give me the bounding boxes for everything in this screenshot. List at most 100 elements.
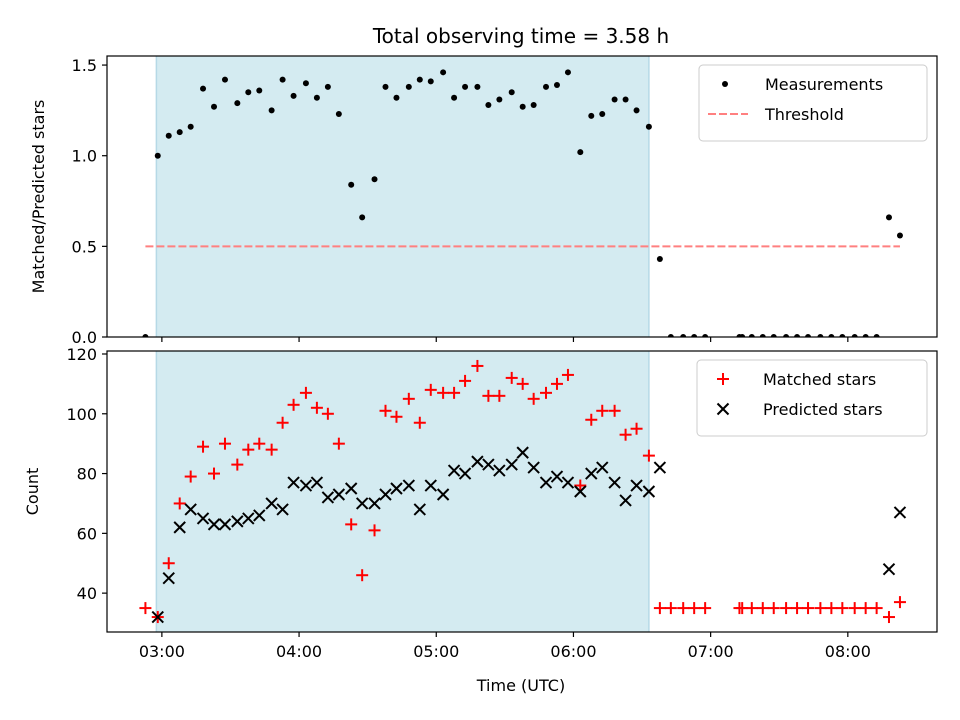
- axes-frame: [106, 55, 938, 338]
- matched-star-point: [540, 386, 553, 399]
- matched-star-point: [516, 377, 529, 390]
- measurement-point: [599, 111, 606, 118]
- plot-area: [142, 69, 903, 337]
- matched-star-point: [699, 602, 712, 615]
- measurement-point: [828, 334, 835, 337]
- predicted-star-point: [608, 476, 621, 489]
- predicted-star-point: [893, 506, 907, 519]
- matched-star-point: [356, 569, 369, 582]
- predicted-star-point: [630, 479, 643, 492]
- predicted-star-point: [436, 488, 450, 501]
- matched-star-point: [767, 602, 780, 615]
- matched-star-point: [471, 359, 484, 372]
- predicted-star-point: [527, 461, 540, 474]
- legend-box: [698, 64, 928, 142]
- predicted-star-point: [253, 509, 266, 522]
- predicted-star-point: [310, 476, 324, 489]
- matched-star-point: [527, 392, 540, 405]
- matched-star-point: [310, 401, 323, 414]
- measurement-point: [588, 112, 595, 119]
- measurement-point: [530, 101, 537, 108]
- matched-star-point: [390, 410, 403, 423]
- measurement-point: [165, 132, 172, 139]
- legend-label: Threshold: [764, 105, 844, 124]
- measurement-point: [519, 103, 526, 110]
- measurement-point: [783, 334, 790, 337]
- measurement-point: [739, 334, 746, 337]
- measurement-point: [234, 100, 241, 107]
- predicted-star-point: [265, 497, 278, 510]
- y-tick-label: 60: [77, 524, 97, 543]
- measurement-point: [496, 96, 503, 103]
- top-panel: 0.0 0.5 1.0 1.5 Matched/Predicted stars Measu…: [29, 55, 938, 347]
- y-axis-title: Matched/Predicted stars: [29, 100, 48, 294]
- x-tick-label: 04:00: [276, 642, 322, 661]
- predicted-star-point: [402, 479, 416, 492]
- matched-star-point: [139, 602, 152, 615]
- matched-star-point: [870, 602, 883, 615]
- y-tick-label: 40: [77, 584, 97, 603]
- matched-star-point: [505, 371, 518, 384]
- matched-star-point: [402, 392, 415, 405]
- matched-star-point: [173, 497, 186, 510]
- matched-star-point: [756, 602, 769, 615]
- matched-star-point: [437, 386, 450, 399]
- measurement-point: [564, 69, 571, 76]
- matched-star-point: [619, 428, 632, 441]
- predicted-star-point: [493, 464, 506, 477]
- y-tick-label: 1.0: [72, 147, 97, 166]
- observing-window-shade: [156, 56, 649, 337]
- matched-star-point: [688, 602, 701, 615]
- measurement-point: [348, 181, 355, 188]
- measurement-point: [382, 83, 389, 90]
- measurement-point: [279, 76, 286, 83]
- legend-box: [696, 359, 928, 437]
- measurement-point: [359, 214, 366, 221]
- predicted-star-point: [642, 485, 656, 498]
- predicted-star-point: [344, 482, 358, 495]
- predicted-star-point: [390, 482, 403, 495]
- measurement-point: [873, 334, 880, 337]
- predicted-star-point: [505, 458, 518, 471]
- measurement-point: [485, 101, 492, 108]
- predicted-star-point: [379, 488, 392, 501]
- measurement-point: [393, 94, 400, 101]
- measurement-point: [667, 334, 674, 337]
- predicted-star-point: [355, 497, 369, 510]
- predicted-star-point: [276, 503, 289, 516]
- predicted-star-point: [151, 610, 164, 624]
- matched-star-point: [265, 443, 278, 456]
- matched-star-point: [780, 602, 793, 615]
- predicted-star-point: [574, 485, 587, 498]
- measurement-point: [462, 83, 469, 90]
- measurement-point: [187, 123, 194, 130]
- matched-star-point: [231, 458, 244, 471]
- predicted-star-point: [596, 461, 609, 474]
- predicted-star-point: [242, 512, 255, 525]
- predicted-star-point: [619, 494, 632, 507]
- predicted-star-point: [299, 479, 313, 492]
- measurement-point: [794, 334, 801, 337]
- matched-star-point: [585, 413, 598, 426]
- predicted-star-point: [458, 467, 472, 480]
- measurement-point: [748, 334, 755, 337]
- y-tick-label: 0.0: [72, 328, 97, 347]
- predicted-star-point: [516, 446, 529, 459]
- bottom-panel: 03:00 04:00 05:00 06:00 07:00 08:00 40 60 80 100 1…: [23, 345, 938, 661]
- measurement-point: [211, 103, 218, 110]
- matched-star-point: [608, 404, 621, 417]
- legend-label: Predicted stars: [763, 400, 883, 419]
- matched-star-point: [276, 416, 289, 429]
- legend-label: Matched stars: [763, 370, 876, 389]
- x-axis-title: Time (UTC): [476, 676, 565, 695]
- predicted-star-point: [196, 512, 210, 525]
- y-tick-label: 80: [77, 465, 97, 484]
- matched-star-point: [345, 518, 358, 531]
- matched-star-point: [424, 383, 437, 396]
- measurement-point: [416, 76, 423, 83]
- matched-star-point: [745, 602, 758, 615]
- measurement-point: [885, 214, 892, 221]
- matched-star-point: [882, 611, 895, 624]
- predicted-star-point: [162, 571, 175, 585]
